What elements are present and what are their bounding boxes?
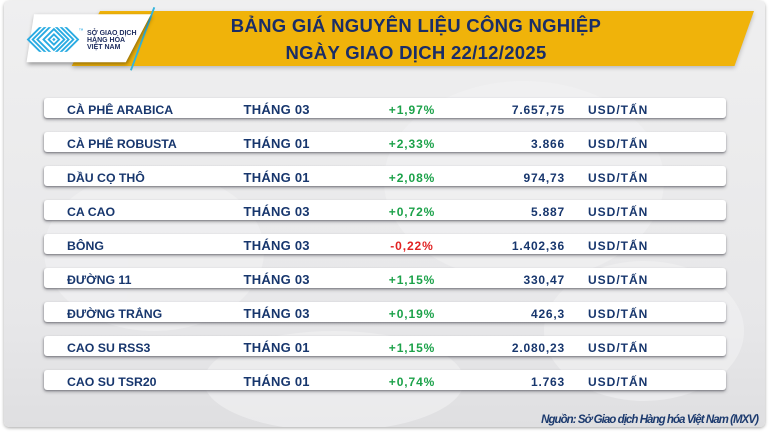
svg-text:HÀNG HÓA: HÀNG HÓA bbox=[87, 35, 125, 44]
svg-text:VIỆT NAM: VIỆT NAM bbox=[87, 42, 121, 51]
svg-text:SỞ GIAO DỊCH: SỞ GIAO DỊCH bbox=[87, 28, 137, 37]
svg-text:TM: TM bbox=[79, 28, 84, 32]
